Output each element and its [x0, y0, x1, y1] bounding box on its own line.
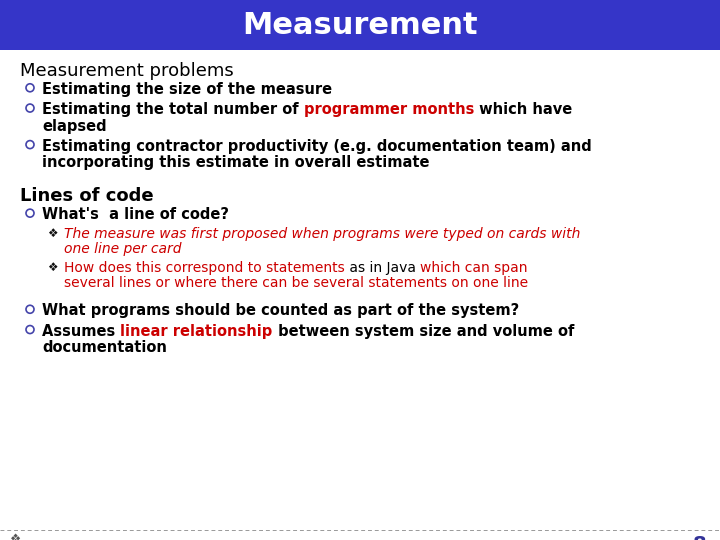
Text: Estimating the size of the measure: Estimating the size of the measure	[42, 82, 332, 97]
Text: elapsed: elapsed	[42, 119, 107, 133]
Text: What's  a line of code?: What's a line of code?	[42, 207, 229, 222]
Text: ❖: ❖	[10, 533, 22, 540]
Text: Measurement: Measurement	[242, 10, 478, 39]
Text: ❖: ❖	[47, 261, 58, 274]
Text: as in Java: as in Java	[345, 261, 420, 274]
Text: incorporating this estimate in overall estimate: incorporating this estimate in overall e…	[42, 155, 430, 170]
Text: linear relationship: linear relationship	[120, 324, 273, 339]
Text: several lines or where there can be several statements on one line: several lines or where there can be seve…	[64, 276, 528, 290]
Text: 8: 8	[693, 535, 706, 540]
Text: Assumes: Assumes	[42, 324, 120, 339]
Text: programmer months: programmer months	[304, 102, 474, 117]
Text: Measurement problems: Measurement problems	[20, 62, 234, 80]
Text: Lines of code: Lines of code	[20, 187, 153, 205]
Text: between system size and volume of: between system size and volume of	[273, 324, 574, 339]
Text: Estimating the total number of: Estimating the total number of	[42, 102, 304, 117]
Text: The measure was first proposed when programs were typed on cards with: The measure was first proposed when prog…	[64, 227, 580, 241]
Bar	[0, 0, 720, 50]
Text: one line per card: one line per card	[64, 242, 181, 256]
Text: Estimating contractor productivity (e.g. documentation team) and: Estimating contractor productivity (e.g.…	[42, 139, 592, 154]
Text: How does this correspond to statements: How does this correspond to statements	[64, 261, 345, 274]
Text: documentation: documentation	[42, 340, 167, 355]
Text: which can span: which can span	[420, 261, 528, 274]
Text: What programs should be counted as part of the system?: What programs should be counted as part …	[42, 303, 519, 319]
Text: which have: which have	[474, 102, 572, 117]
Text: ❖: ❖	[47, 227, 58, 240]
